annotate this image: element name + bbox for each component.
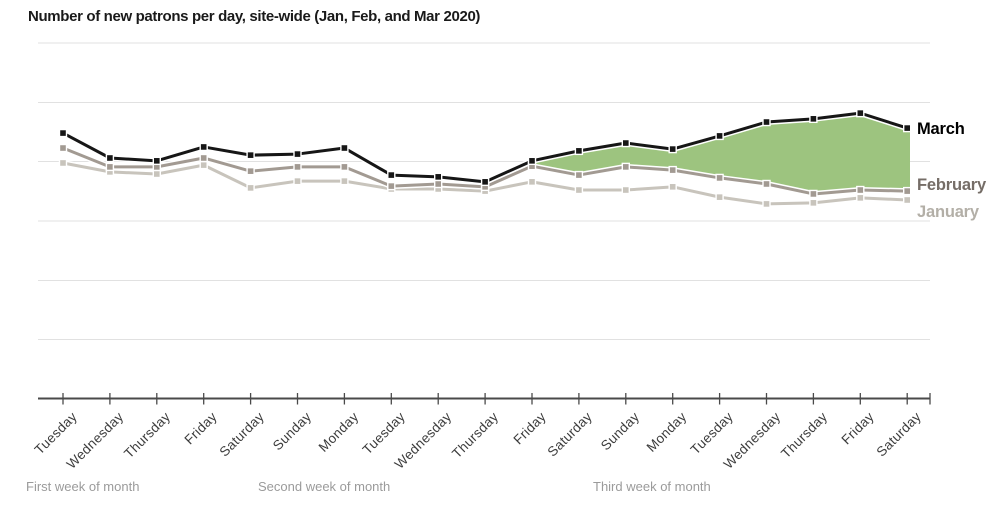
series-label-february: February [917,176,987,194]
january-marker [903,195,912,205]
february-marker [246,166,255,176]
chart-title: Number of new patrons per day, site-wide… [28,8,481,25]
march-marker [762,117,771,127]
february-marker [434,179,443,189]
march-marker [668,144,677,154]
march-marker [574,146,584,156]
march-marker [856,108,865,118]
march-marker [293,149,302,159]
january-marker [246,183,255,193]
february-marker [809,189,818,199]
january-marker [199,160,208,170]
february-marker [58,143,68,153]
march-marker [387,170,396,180]
february-marker [293,162,302,172]
february-marker [387,181,396,191]
march-marker [340,143,349,153]
march-marker [434,172,443,182]
march-marker [58,128,68,138]
january-marker [527,177,537,187]
january-marker [762,199,771,209]
area-fill-march-over-february [532,113,910,194]
february-marker [762,179,771,189]
march-marker [480,177,490,187]
january-marker [574,185,584,195]
march-marker [527,156,537,166]
march-marker [246,150,255,160]
february-marker [340,162,349,172]
january-marker [58,158,68,168]
february-marker [105,162,115,172]
january-marker [715,192,724,202]
january-marker [340,176,349,186]
january-marker [668,182,677,192]
march-marker [152,156,162,166]
february-marker [574,170,584,180]
february-marker [903,186,912,196]
january-marker [152,169,162,179]
january-marker [621,185,630,195]
february-marker [668,165,677,175]
february-marker [199,153,208,163]
march-marker [809,114,818,124]
march-marker [199,142,208,152]
february-marker [715,173,724,183]
march-marker [715,131,724,141]
february-marker [856,185,865,195]
january-marker [856,193,865,203]
series-label-january: January [917,203,979,221]
march-marker [903,123,912,133]
march-marker [621,138,630,148]
february-marker [621,162,630,172]
january-marker [809,198,818,208]
january-marker [293,176,302,186]
march-marker [105,153,115,163]
series-label-march: March [917,120,965,138]
